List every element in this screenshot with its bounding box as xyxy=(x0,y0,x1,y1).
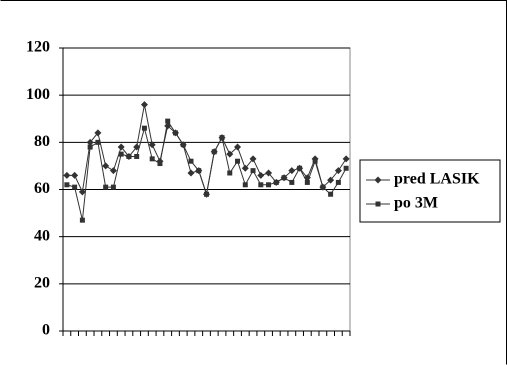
marker xyxy=(110,184,116,190)
y-tick-label: 120 xyxy=(26,39,50,56)
marker xyxy=(126,153,132,159)
marker xyxy=(304,179,310,185)
marker xyxy=(289,179,295,185)
marker xyxy=(258,182,264,188)
marker xyxy=(87,144,93,150)
y-tick-label: 100 xyxy=(26,86,50,103)
series-line xyxy=(66,119,347,221)
marker xyxy=(72,184,78,190)
marker xyxy=(297,165,303,171)
marker xyxy=(288,167,296,175)
marker xyxy=(86,138,94,146)
y-tick-label: 20 xyxy=(34,275,50,292)
marker xyxy=(180,142,186,148)
marker xyxy=(265,169,273,177)
marker xyxy=(343,165,349,171)
marker xyxy=(327,176,335,184)
marker xyxy=(109,167,117,175)
marker xyxy=(187,169,195,177)
marker xyxy=(328,191,334,197)
marker xyxy=(196,168,202,174)
marker xyxy=(312,158,318,164)
legend-marker xyxy=(375,201,381,207)
marker xyxy=(250,168,256,174)
marker xyxy=(249,155,257,163)
marker xyxy=(103,184,109,190)
marker xyxy=(273,179,279,185)
marker xyxy=(266,182,272,188)
marker xyxy=(117,143,125,151)
marker xyxy=(95,139,101,145)
series-line xyxy=(66,104,347,195)
marker xyxy=(211,149,217,155)
marker xyxy=(234,143,242,151)
marker xyxy=(335,179,341,185)
legend-marker xyxy=(374,176,382,184)
marker xyxy=(165,118,171,124)
marker xyxy=(226,150,234,158)
marker xyxy=(227,170,233,176)
marker xyxy=(63,171,71,179)
marker xyxy=(342,155,350,163)
marker xyxy=(149,156,155,162)
marker xyxy=(334,167,342,175)
marker xyxy=(141,125,147,131)
marker xyxy=(140,101,148,109)
marker xyxy=(281,175,287,181)
legend-label: pred LASIK xyxy=(394,171,480,188)
marker xyxy=(102,162,110,170)
marker xyxy=(219,135,225,141)
legend-label: po 3M xyxy=(394,195,438,212)
marker xyxy=(79,217,85,223)
marker xyxy=(71,171,79,179)
marker xyxy=(134,153,140,159)
marker xyxy=(118,151,124,157)
legend-box xyxy=(359,159,501,223)
marker xyxy=(94,129,102,137)
y-tick-label: 40 xyxy=(34,227,50,244)
marker xyxy=(257,171,265,179)
marker xyxy=(172,130,178,136)
marker xyxy=(204,191,209,197)
marker xyxy=(320,184,326,190)
marker xyxy=(241,164,249,172)
marker xyxy=(235,158,241,164)
marker xyxy=(148,141,156,149)
marker xyxy=(188,158,194,164)
y-tick-label: 60 xyxy=(34,180,50,197)
y-tick-label: 0 xyxy=(42,322,50,339)
marker xyxy=(157,161,163,167)
marker xyxy=(78,188,86,196)
marker xyxy=(242,182,248,188)
y-tick-label: 80 xyxy=(34,133,50,150)
marker xyxy=(64,182,70,188)
